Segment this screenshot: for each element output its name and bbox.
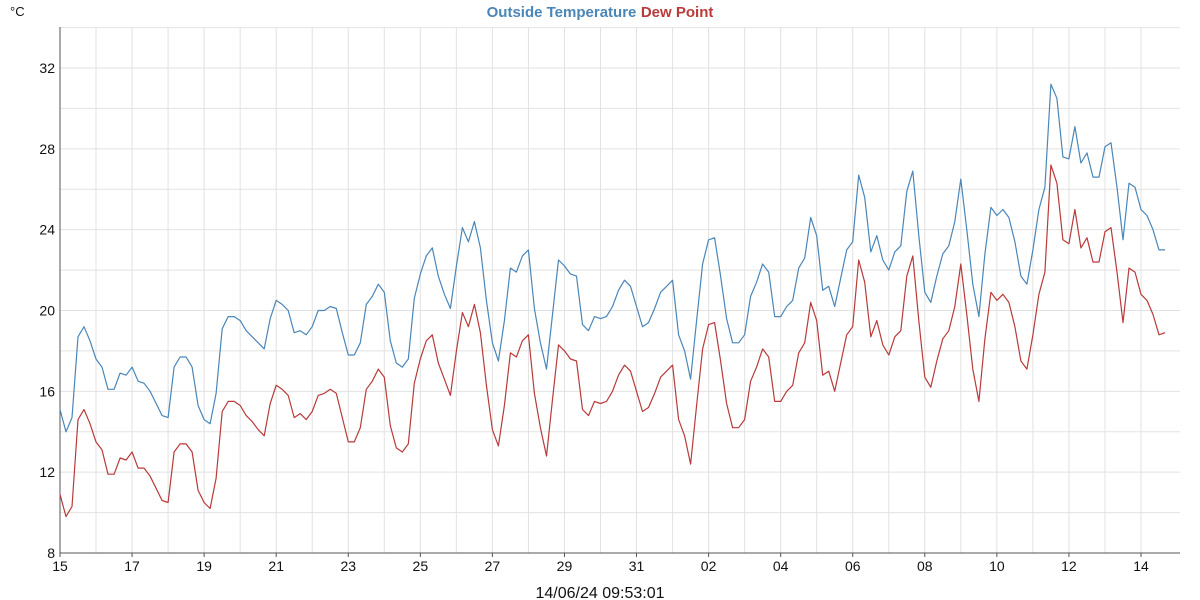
x-tick-label: 15 <box>52 558 68 574</box>
series-line-outside-temperature <box>59 83 1165 433</box>
y-tick-label: 16 <box>39 383 55 399</box>
x-tick-label: 02 <box>701 558 717 574</box>
x-tick-label: 06 <box>845 558 861 574</box>
y-tick-label: 24 <box>39 222 55 238</box>
x-tick-label: 14 <box>1133 558 1149 574</box>
series-line-dew-point <box>59 164 1166 518</box>
x-tick-label: 19 <box>196 558 212 574</box>
timestamp-footer: 14/06/24 09:53:01 <box>535 585 664 600</box>
chart-title: Outside Temperature Dew Point <box>487 4 714 21</box>
x-tick-label: 31 <box>629 558 645 574</box>
y-tick-label: 8 <box>47 545 55 561</box>
x-tick-label: 12 <box>1061 558 1077 574</box>
y-tick-label: 12 <box>39 464 55 480</box>
legend-dew-point: Dew Point <box>641 4 714 21</box>
x-tick-label: 08 <box>917 558 933 574</box>
y-tick-label: 28 <box>39 141 55 157</box>
y-tick-label: 20 <box>39 303 55 319</box>
axes <box>59 27 1180 557</box>
x-tick-label: 27 <box>485 558 501 574</box>
y-tick-label: 32 <box>39 60 55 76</box>
x-tick-label: 17 <box>124 558 140 574</box>
grid <box>59 27 1180 554</box>
x-tick-label: 04 <box>773 558 789 574</box>
x-tick-label: 29 <box>557 558 573 574</box>
x-tick-label: 21 <box>268 558 284 574</box>
series <box>59 83 1166 518</box>
x-tick-label: 23 <box>340 558 356 574</box>
x-tick-label: 25 <box>413 558 429 574</box>
tick-labels: 8 12 16 20 24 28 32 15 17 19 21 23 25 27 29 31 02 04 06 08 1… <box>39 60 1149 574</box>
x-tick-label: 10 <box>989 558 1005 574</box>
legend-outside-temperature: Outside Temperature <box>487 4 637 21</box>
y-axis-unit: °C <box>10 4 25 19</box>
